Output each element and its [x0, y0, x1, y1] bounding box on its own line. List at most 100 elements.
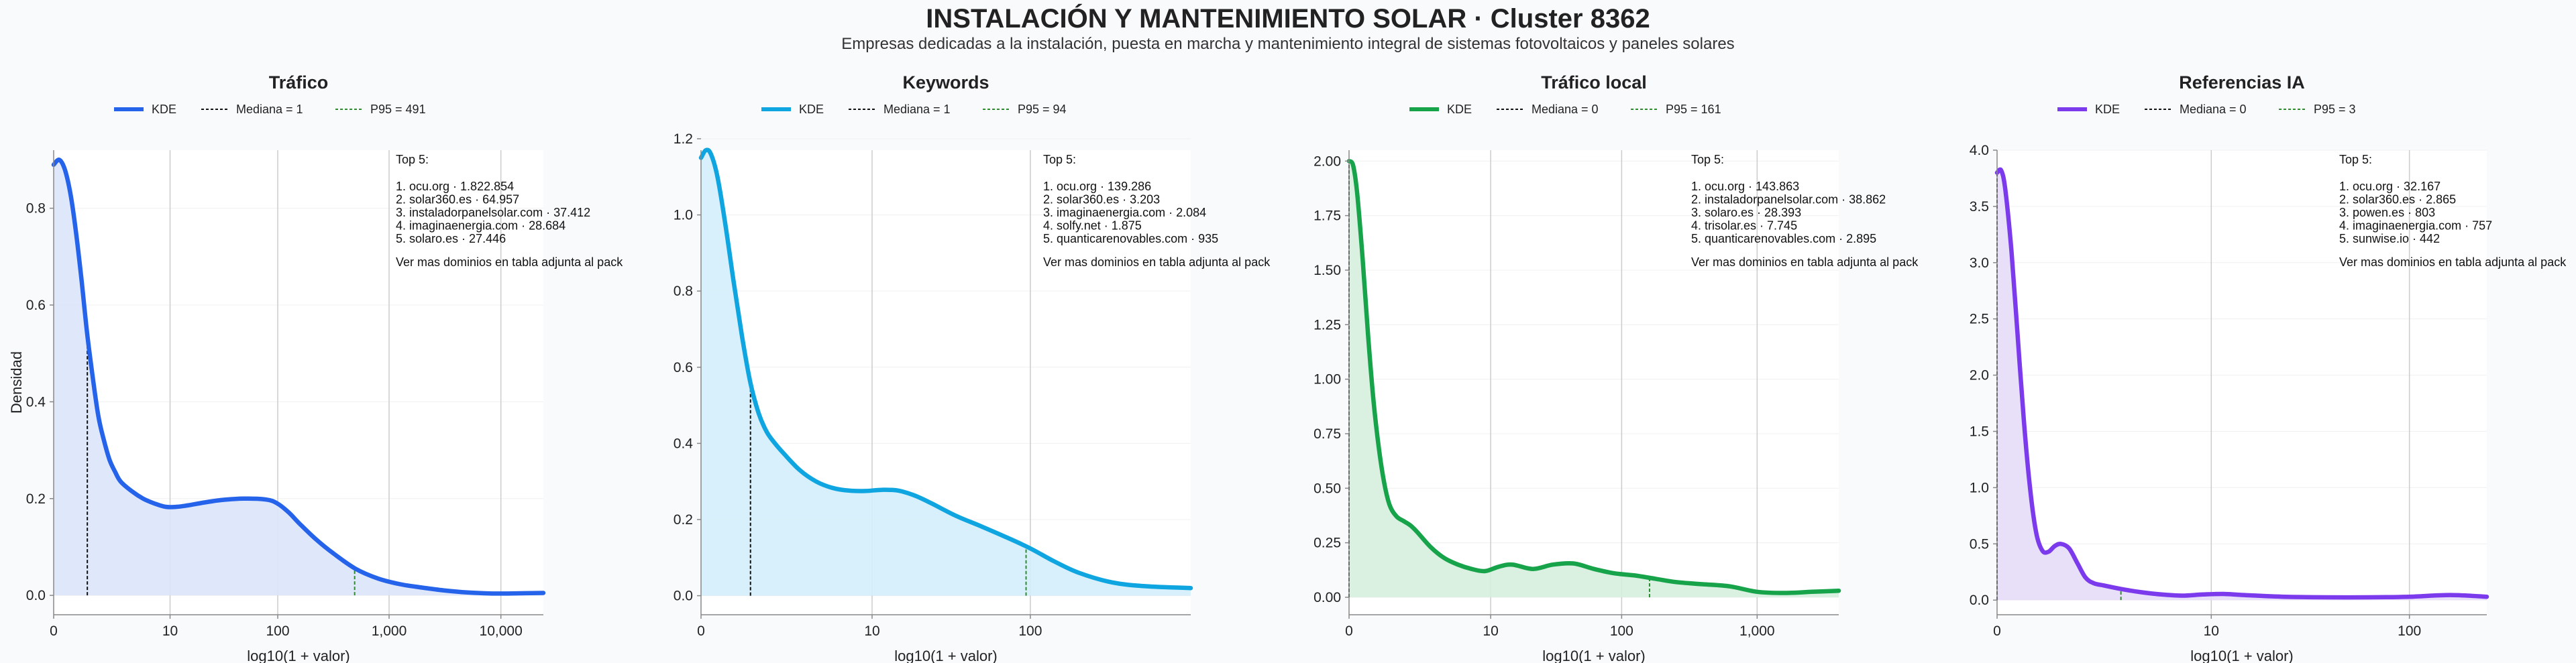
- legend-median-label: Mediana = 0: [1532, 103, 1599, 116]
- x-tick-label: 1,000: [1739, 623, 1775, 639]
- top5-footer: Ver mas dominios en tabla adjunta al pac…: [396, 255, 623, 269]
- top5-item: 1. ocu.org · 32.167: [2339, 180, 2440, 193]
- x-tick-label: 10: [162, 623, 178, 639]
- kde-fill: [1349, 161, 1839, 598]
- y-tick-label: 0.75: [1313, 426, 1341, 442]
- y-tick-label: 1.5: [1970, 424, 1989, 439]
- legend-kde-label: KDE: [152, 103, 176, 116]
- legend-median-label: Mediana = 0: [2180, 103, 2247, 116]
- y-tick-label: 1.00: [1313, 372, 1341, 387]
- kde-fill: [1997, 169, 2487, 601]
- y-tick-label: 0.50: [1313, 481, 1341, 496]
- y-tick-label: 1.50: [1313, 263, 1341, 278]
- top5-item: 2. solar360.es · 3.203: [1043, 193, 1160, 206]
- y-tick-label: 1.0: [674, 208, 693, 223]
- top5-item: 3. solaro.es · 28.393: [1691, 206, 1801, 219]
- x-axis-label: log10(1 + valor): [247, 648, 350, 663]
- top5-title: Top 5:: [2339, 153, 2372, 166]
- top5-item: 1. ocu.org · 139.286: [1043, 180, 1151, 193]
- y-tick-label: 0.4: [26, 394, 46, 410]
- y-tick-label: 4.0: [1970, 143, 1989, 158]
- x-tick-label: 10,000: [480, 623, 523, 639]
- y-tick-label: 2.00: [1313, 154, 1341, 169]
- top5-title: Top 5:: [396, 153, 429, 166]
- legend-p95-label: P95 = 161: [1666, 103, 1721, 116]
- x-tick-label: 100: [1018, 623, 1042, 639]
- x-tick-label: 0: [697, 623, 705, 639]
- y-tick-label: 0.2: [26, 491, 46, 507]
- chart-panel-3: Tráfico local KDE Mediana = 0 P95 = 161 0.00…: [1313, 72, 1919, 663]
- x-tick-label: 0: [50, 623, 58, 639]
- x-axis-label: log10(1 + valor): [2190, 648, 2293, 663]
- x-tick-label: 10: [1483, 623, 1498, 639]
- y-tick-label: 3.0: [1970, 255, 1989, 271]
- chart-legend: KDE Mediana = 0 P95 = 3: [2057, 103, 2356, 116]
- y-tick-label: 0.8: [674, 284, 693, 299]
- x-axis-label: log10(1 + valor): [894, 648, 997, 663]
- y-tick-label: 0.0: [1970, 593, 1989, 608]
- top5-item: 1. ocu.org · 143.863: [1691, 180, 1799, 193]
- chart-title: Keywords: [902, 72, 989, 93]
- page-subtitle: Empresas dedicadas a la instalación, pue…: [841, 35, 1735, 53]
- top5-item: 5. sunwise.io · 442: [2339, 232, 2440, 245]
- chart-legend: KDE Mediana = 0 P95 = 161: [1409, 103, 1721, 116]
- top5-title: Top 5:: [1043, 153, 1076, 166]
- y-tick-label: 1.75: [1313, 208, 1341, 224]
- y-tick-label: 0.0: [26, 588, 46, 603]
- kde-fill: [54, 160, 543, 596]
- top5-item: 2. instaladorpanelsolar.com · 38.862: [1691, 193, 1886, 206]
- y-tick-label: 0.00: [1313, 590, 1341, 605]
- y-tick-label: 2.0: [1970, 368, 1989, 383]
- top5-item: 4. imaginaenergia.com · 28.684: [396, 219, 566, 233]
- legend-kde-label: KDE: [2095, 103, 2120, 116]
- x-tick-label: 10: [2204, 623, 2219, 639]
- legend-p95-label: P95 = 94: [1018, 103, 1067, 116]
- top5-item: 2. solar360.es · 64.957: [396, 193, 519, 206]
- kde-line: [1994, 167, 2489, 600]
- x-tick-label: 0: [1345, 623, 1353, 639]
- top5-item: 5. solaro.es · 27.446: [396, 232, 506, 245]
- legend-kde-label: KDE: [1447, 103, 1472, 116]
- top5-item: 5. quanticarenovables.com · 2.895: [1691, 232, 1876, 245]
- y-tick-label: 0.6: [26, 298, 46, 313]
- y-tick-label: 0.6: [674, 360, 693, 375]
- legend-p95-label: P95 = 3: [2314, 103, 2356, 116]
- y-tick-label: 1.25: [1313, 317, 1341, 333]
- chart-title: Referencias IA: [2179, 72, 2305, 93]
- plot-area: [1997, 150, 2487, 615]
- kde-line: [51, 158, 546, 596]
- top5-item: 1. ocu.org · 1.822.854: [396, 180, 514, 193]
- y-axis-label: Densidad: [8, 351, 25, 414]
- y-tick-label: 0.8: [26, 201, 46, 217]
- chart-title: Tráfico local: [1541, 72, 1647, 93]
- top5-item: 3. imaginaenergia.com · 2.084: [1043, 206, 1206, 219]
- y-tick-label: 0.25: [1313, 536, 1341, 551]
- top5-item: 4. imaginaenergia.com · 757: [2339, 219, 2492, 233]
- top5-item: 5. quanticarenovables.com · 935: [1043, 232, 1218, 245]
- legend-median-label: Mediana = 1: [883, 103, 951, 116]
- x-tick-label: 100: [1610, 623, 1633, 639]
- chart-legend: KDE Mediana = 1 P95 = 491: [114, 103, 426, 116]
- top5-item: 3. powen.es · 803: [2339, 206, 2435, 219]
- y-tick-label: 1.2: [674, 131, 693, 147]
- y-tick-label: 0.2: [674, 512, 693, 528]
- y-tick-label: 0.5: [1970, 536, 1989, 552]
- x-tick-label: 0: [1993, 623, 2001, 639]
- top5-title: Top 5:: [1691, 153, 1724, 166]
- y-tick-label: 2.5: [1970, 312, 1989, 327]
- chart-legend: KDE Mediana = 1 P95 = 94: [761, 103, 1067, 116]
- top5-item: 2. solar360.es · 2.865: [2339, 193, 2456, 206]
- top5-item: 3. instaladorpanelsolar.com · 37.412: [396, 206, 590, 219]
- kde-line: [1346, 159, 1841, 595]
- y-tick-label: 3.5: [1970, 199, 1989, 215]
- x-tick-label: 100: [266, 623, 289, 639]
- page-title: INSTALACIÓN Y MANTENIMIENTO SOLAR · Clus…: [926, 4, 1650, 34]
- top5-footer: Ver mas dominios en tabla adjunta al pac…: [2339, 255, 2567, 269]
- x-axis-label: log10(1 + valor): [1542, 648, 1645, 663]
- chart-panel-1: Tráfico KDE Mediana = 1 P95 = 491 0.0 0.2 0.4 0…: [8, 72, 623, 663]
- x-tick-label: 1,000: [372, 623, 407, 639]
